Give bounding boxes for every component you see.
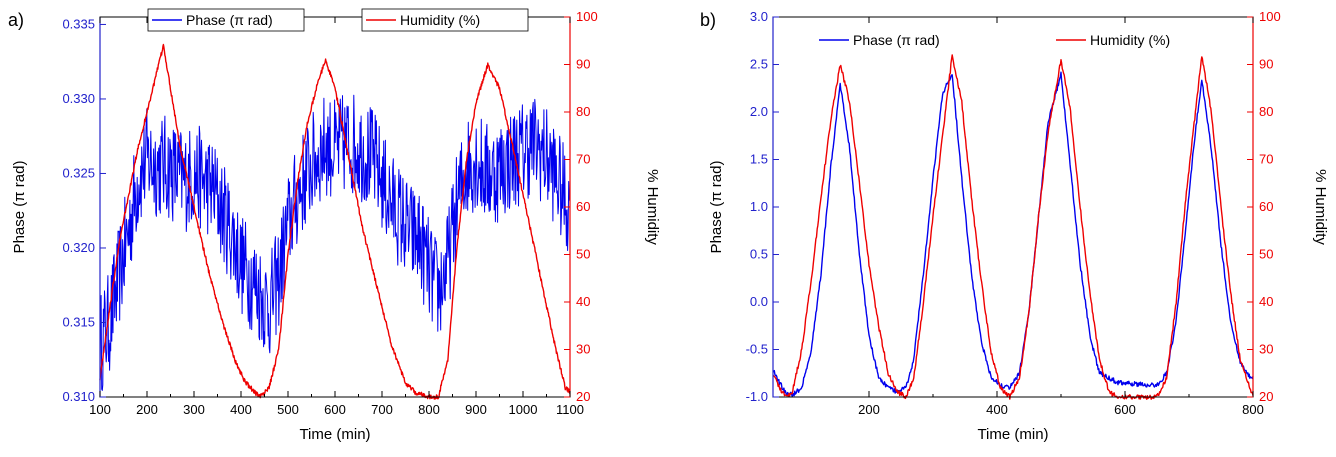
y-tick-label: -1.0: [746, 389, 768, 404]
legend-label: Phase (π rad): [853, 32, 940, 48]
y2-tick-label: 60: [576, 199, 590, 214]
x-tick-label: 700: [371, 402, 393, 417]
legend-item-phase: Phase (π rad): [819, 32, 940, 48]
x-tick-label: 800: [1242, 402, 1264, 417]
y2-tick-label: 80: [1259, 104, 1273, 119]
x-tick-label: 600: [324, 402, 346, 417]
legend-item-humidity: Humidity (%): [361, 8, 529, 32]
y-tick-label: 0.325: [62, 165, 95, 180]
legend-label: Humidity (%): [400, 12, 480, 28]
y2-tick-label: 90: [576, 57, 590, 72]
y-tick-label: 0.0: [750, 294, 768, 309]
y-axis-label: Phase (π rad): [708, 161, 725, 254]
legend-label: Phase (π rad): [186, 12, 273, 28]
x-tick-label: 800: [418, 402, 440, 417]
y-tick-label: 2.5: [750, 57, 768, 72]
x-tick-label: 400: [230, 402, 252, 417]
y2-tick-label: 90: [1259, 57, 1273, 72]
x-tick-label: 500: [277, 402, 299, 417]
y2-tick-label: 70: [576, 152, 590, 167]
legend-item-humidity: Humidity (%): [1056, 32, 1170, 48]
y-axis-label: Phase (π rad): [11, 161, 28, 254]
y-tick-label: 0.320: [62, 240, 95, 255]
y-tick-label: 1.0: [750, 199, 768, 214]
y2-tick-label: 50: [576, 247, 590, 262]
plot-frame: [99, 16, 571, 398]
series-line-phase: [99, 94, 571, 391]
legend-item-phase: Phase (π rad): [147, 8, 305, 32]
x-tick-label: 100: [89, 402, 111, 417]
x-tick-label: 600: [1114, 402, 1136, 417]
x-tick-label: 200: [136, 402, 158, 417]
y2-axis-label: % Humidity: [644, 169, 661, 245]
series-group: [99, 43, 571, 400]
y2-tick-label: 50: [1259, 247, 1273, 262]
chart-panel-a: a) 100 200 300 400 500 600 700 800 900 1000 1100 0.3…: [8, 8, 661, 443]
panel-label: a): [8, 10, 24, 30]
y2-tick-label: 40: [576, 294, 590, 309]
legend-label: Humidity (%): [1090, 32, 1170, 48]
panel-label: b): [700, 10, 716, 30]
y2-tick-label: 100: [1259, 9, 1281, 24]
y2-tick-label: 20: [1259, 389, 1273, 404]
y2-tick-label: 20: [576, 389, 590, 404]
series-line-humidity: [772, 54, 1254, 400]
x-tick-label: 900: [465, 402, 487, 417]
y-tick-label: -0.5: [746, 342, 768, 357]
y-tick-label: 0.330: [62, 91, 95, 106]
y-tick-label: 0.335: [62, 16, 95, 31]
y2-tick-label: 80: [576, 104, 590, 119]
y2-tick-label: 70: [1259, 152, 1273, 167]
x-tick-label: 300: [183, 402, 205, 417]
y2-axis-label: % Humidity: [1312, 169, 1329, 245]
legend-box: [147, 8, 305, 32]
x-axis-label: Time (min): [299, 426, 370, 443]
y2-tick-label: 60: [1259, 199, 1273, 214]
y2-tick-label: 40: [1259, 294, 1273, 309]
y2-tick-label: 30: [1259, 342, 1273, 357]
x-tick-label: 200: [858, 402, 880, 417]
y-tick-label: 2.0: [750, 104, 768, 119]
y-tick-label: 0.315: [62, 314, 95, 329]
series-line-humidity: [99, 43, 571, 400]
y-tick-label: 3.0: [750, 9, 768, 24]
y-tick-label: 0.5: [750, 247, 768, 262]
y2-tick-label: 100: [576, 9, 598, 24]
chart-panel-b: b) 200 400 600 800 -1.0 -0.5 0.0 0.5 1.0 1.5 2.0 2.5…: [700, 9, 1329, 443]
x-tick-label: 400: [986, 402, 1008, 417]
plot-frame: [772, 16, 1254, 398]
x-axis-label: Time (min): [977, 426, 1048, 443]
x-tick-label: 1100: [556, 402, 584, 417]
legend-box: [361, 8, 529, 32]
y2-tick-label: 30: [576, 342, 590, 357]
series-line-phase: [772, 71, 1254, 397]
x-tick-label: 1000: [509, 402, 538, 417]
y-tick-label: 0.310: [62, 389, 95, 404]
series-group: [772, 54, 1254, 400]
y-tick-label: 1.5: [750, 152, 768, 167]
